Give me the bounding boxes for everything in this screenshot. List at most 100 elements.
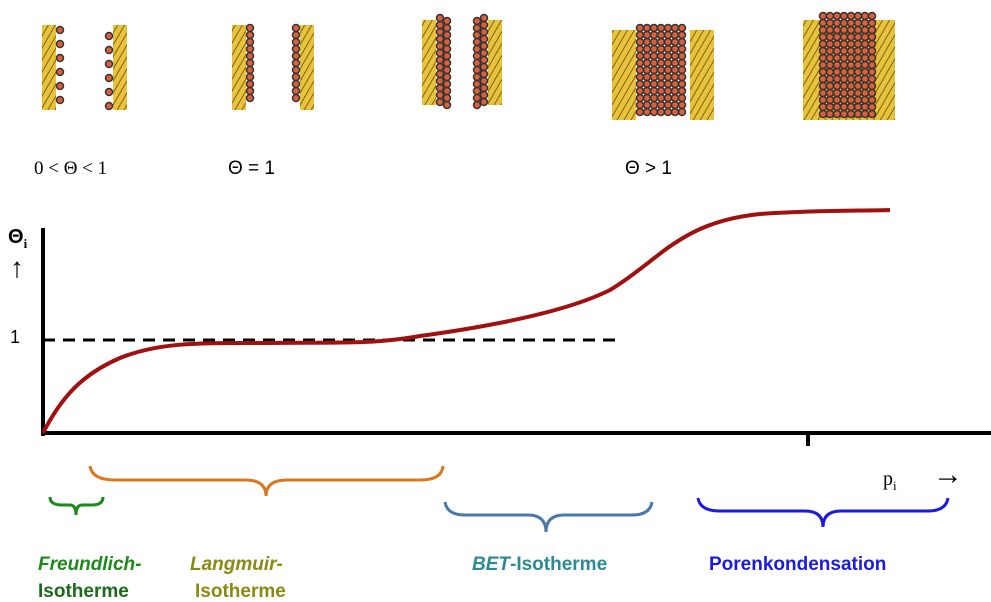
- adsorbed-molecule: [637, 39, 644, 46]
- adsorbed-molecule: [672, 60, 679, 67]
- adsorbed-molecule: [848, 111, 855, 118]
- adsorbed-molecule: [820, 55, 827, 62]
- pore-wall: [300, 25, 314, 110]
- adsorbed-molecule: [862, 76, 869, 83]
- adsorbed-molecule: [637, 109, 644, 116]
- adsorbed-molecule: [106, 33, 113, 40]
- adsorbed-molecule: [834, 90, 841, 97]
- adsorbed-molecule: [848, 76, 855, 83]
- adsorbed-molecule: [841, 41, 848, 48]
- adsorbed-molecule: [862, 13, 869, 20]
- adsorbed-molecule: [658, 46, 665, 53]
- adsorbed-molecule: [444, 74, 451, 81]
- adsorbed-molecule: [820, 27, 827, 34]
- adsorbed-molecule: [651, 25, 658, 32]
- adsorbed-molecule: [869, 111, 876, 118]
- adsorbed-molecule: [841, 13, 848, 20]
- adsorbed-molecule: [848, 90, 855, 97]
- adsorbed-molecule: [665, 39, 672, 46]
- adsorbed-molecule: [834, 27, 841, 34]
- pore-wall: [422, 20, 436, 105]
- adsorbed-molecule: [437, 71, 444, 78]
- adsorbed-molecule: [827, 90, 834, 97]
- region-suffix: -Isotherme: [510, 554, 607, 575]
- y-arrow: ↑: [10, 252, 24, 284]
- adsorbed-molecule: [841, 55, 848, 62]
- adsorbed-molecule: [481, 43, 488, 50]
- adsorbed-molecule: [637, 67, 644, 74]
- adsorbed-molecule: [869, 76, 876, 83]
- adsorbed-molecule: [481, 99, 488, 106]
- x-symbol: p: [883, 468, 893, 490]
- adsorbed-molecule: [658, 39, 665, 46]
- adsorbed-molecule: [247, 25, 254, 32]
- adsorbed-molecule: [644, 95, 651, 102]
- adsorbed-molecule: [474, 18, 481, 25]
- adsorbed-molecule: [651, 74, 658, 81]
- adsorbed-molecule: [679, 88, 686, 95]
- adsorbed-molecule: [855, 34, 862, 41]
- adsorbed-molecule: [658, 81, 665, 88]
- adsorbed-molecule: [658, 109, 665, 116]
- adsorbed-molecule: [855, 104, 862, 111]
- adsorbed-molecule: [827, 41, 834, 48]
- page: 0 < Θ < 1 Θ = 1 Θ > 1 Θi ↑ 1 pi → Freund…: [0, 0, 991, 602]
- adsorbed-molecule: [444, 46, 451, 53]
- adsorbed-molecule: [827, 27, 834, 34]
- adsorbed-molecule: [637, 102, 644, 109]
- adsorbed-molecule: [862, 55, 869, 62]
- adsorbed-molecule: [247, 32, 254, 39]
- adsorbed-molecule: [855, 76, 862, 83]
- adsorbed-molecule: [827, 76, 834, 83]
- adsorbed-molecule: [644, 46, 651, 53]
- adsorbed-molecule: [474, 60, 481, 67]
- adsorbed-molecule: [665, 102, 672, 109]
- adsorbed-molecule: [437, 92, 444, 99]
- adsorbed-molecule: [820, 83, 827, 90]
- coverage-label: 0 < Θ < 1: [34, 158, 107, 180]
- adsorbed-molecule: [293, 46, 300, 53]
- adsorbed-molecule: [848, 13, 855, 20]
- pore-wall: [690, 30, 714, 120]
- adsorbed-molecule: [444, 88, 451, 95]
- adsorbed-molecule: [672, 109, 679, 116]
- adsorbed-molecule: [481, 29, 488, 36]
- adsorbed-molecule: [57, 27, 64, 34]
- adsorbed-molecule: [869, 41, 876, 48]
- adsorbed-molecule: [679, 74, 686, 81]
- pore-wall: [232, 25, 246, 110]
- adsorbed-molecule: [247, 39, 254, 46]
- adsorbed-molecule: [672, 88, 679, 95]
- adsorbed-molecule: [658, 60, 665, 67]
- adsorbed-molecule: [437, 57, 444, 64]
- adsorbed-molecule: [848, 20, 855, 27]
- adsorbed-molecule: [637, 46, 644, 53]
- adsorbed-molecule: [658, 67, 665, 74]
- adsorbed-molecule: [855, 27, 862, 34]
- adsorbed-molecule: [862, 48, 869, 55]
- adsorbed-molecule: [57, 55, 64, 62]
- adsorbed-molecule: [820, 13, 827, 20]
- adsorbed-molecule: [247, 74, 254, 81]
- adsorbed-molecule: [827, 55, 834, 62]
- adsorbed-molecule: [841, 97, 848, 104]
- adsorbed-molecule: [827, 83, 834, 90]
- adsorbed-molecule: [862, 62, 869, 69]
- region-suffix: Isotherme: [195, 581, 286, 602]
- region-suffix: Isotherme: [38, 581, 129, 602]
- adsorbed-molecule: [644, 109, 651, 116]
- adsorbed-molecule: [637, 32, 644, 39]
- adsorbed-molecule: [651, 32, 658, 39]
- adsorbed-molecule: [106, 47, 113, 54]
- adsorbed-molecule: [293, 67, 300, 74]
- adsorbed-molecule: [293, 53, 300, 60]
- adsorbed-molecule: [862, 97, 869, 104]
- adsorbed-molecule: [437, 43, 444, 50]
- adsorbed-molecule: [820, 97, 827, 104]
- adsorbed-molecule: [437, 15, 444, 22]
- adsorbed-molecule: [820, 20, 827, 27]
- adsorbed-molecule: [862, 27, 869, 34]
- adsorbed-molecule: [869, 34, 876, 41]
- adsorbed-molecule: [834, 76, 841, 83]
- adsorbed-molecule: [862, 69, 869, 76]
